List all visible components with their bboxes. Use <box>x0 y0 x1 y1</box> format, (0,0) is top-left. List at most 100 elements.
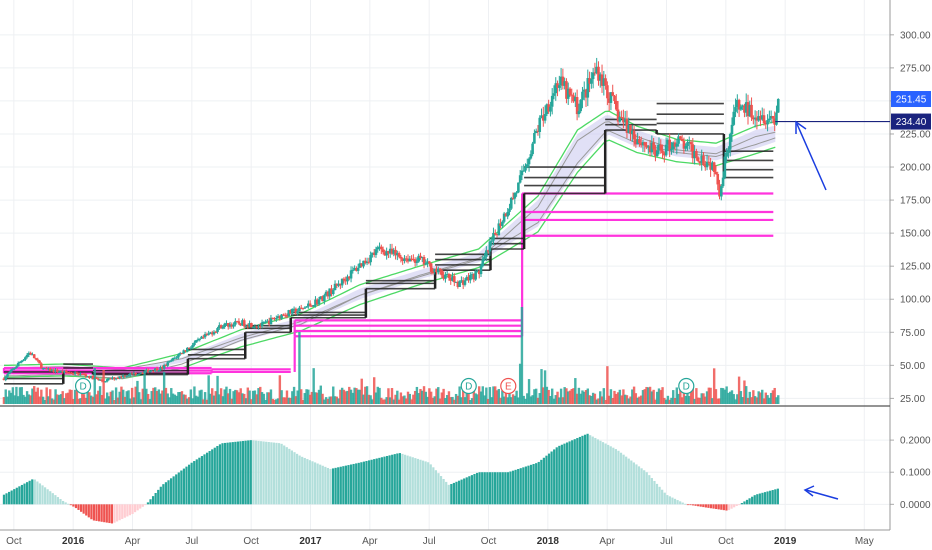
volume-bar <box>239 388 242 404</box>
candle-body <box>682 140 686 149</box>
volume-bar <box>189 389 193 404</box>
histogram-bar <box>85 504 88 516</box>
volume-bar <box>636 397 639 404</box>
volume-bar <box>282 397 285 404</box>
histogram-bar <box>77 504 80 510</box>
x-tick-label: 2017 <box>299 536 322 547</box>
histogram-bar <box>5 493 8 505</box>
candle-body <box>273 318 276 320</box>
volume-bar <box>415 386 419 404</box>
candle-body <box>54 369 57 372</box>
candle-body <box>728 134 732 150</box>
volume-bar <box>364 386 367 404</box>
histogram-bar <box>727 504 731 511</box>
histogram-bar <box>46 489 49 505</box>
candle-body <box>143 371 146 374</box>
candle-body <box>246 326 250 328</box>
volume-bar <box>622 389 625 404</box>
histogram-bar <box>704 504 707 508</box>
histogram-bar <box>131 504 134 514</box>
candle-body <box>130 373 134 375</box>
candle-body <box>102 380 105 382</box>
candle-body <box>360 263 364 267</box>
histogram-bar <box>509 471 512 505</box>
candle-body <box>454 281 458 283</box>
histogram-bar <box>424 461 427 505</box>
histogram-bar <box>403 454 407 505</box>
candle-body <box>687 142 691 144</box>
candle-body <box>570 94 574 96</box>
candle-body <box>64 370 68 373</box>
histogram-bar <box>193 461 196 505</box>
histogram-bar <box>673 498 677 505</box>
volume-bar <box>456 395 460 404</box>
volume-bar <box>762 398 766 404</box>
candle-body <box>7 372 11 375</box>
candle-body <box>506 211 509 217</box>
candle-body <box>41 368 45 370</box>
histogram-bar <box>311 461 314 505</box>
volume-bar <box>547 389 550 404</box>
candle-body <box>490 240 493 242</box>
candle-body <box>574 97 577 102</box>
histogram-bar <box>154 492 157 505</box>
histogram-bar <box>265 441 268 505</box>
candle-body <box>298 307 301 312</box>
candle-body <box>305 306 308 308</box>
candle-body <box>45 368 48 370</box>
volume-bar <box>588 395 591 404</box>
candle-body <box>337 283 340 286</box>
histogram-bar <box>275 442 278 505</box>
volume-bar <box>70 389 73 404</box>
volume-bar <box>615 393 618 404</box>
candle-body <box>139 372 143 374</box>
candle-body <box>760 115 764 120</box>
histogram-bar <box>542 457 545 505</box>
histogram-bar <box>465 477 468 505</box>
volume-bar <box>607 395 611 404</box>
volume-bar <box>307 389 310 404</box>
candle-body <box>9 369 13 373</box>
histogram-bar <box>218 444 222 505</box>
volume-bar <box>543 370 547 404</box>
x-tick-label: Oct <box>6 536 22 547</box>
candle-body <box>40 363 43 369</box>
volume-bar <box>387 388 390 404</box>
histogram-bar <box>208 451 211 505</box>
candle-body <box>636 139 639 145</box>
candle-body <box>285 315 289 317</box>
volume-bar <box>68 389 72 404</box>
y-tick-label-osc: 0.1000 <box>900 468 931 479</box>
histogram-bar <box>645 472 648 505</box>
volume-bar <box>542 387 545 404</box>
candle-body <box>255 326 259 328</box>
histogram-bar <box>733 504 736 508</box>
candle-body <box>145 369 148 372</box>
candle-body <box>655 150 659 157</box>
histogram-bar <box>514 469 517 505</box>
candle-body <box>289 310 292 314</box>
histogram-bar <box>553 449 556 505</box>
volume-bar <box>638 396 641 404</box>
arrow-price <box>796 123 827 191</box>
volume-bar <box>604 399 607 404</box>
volume-bar <box>203 392 207 404</box>
candle-body <box>29 352 32 355</box>
volume-bar <box>356 389 360 404</box>
candle-body <box>148 370 152 373</box>
volume-bar <box>647 387 650 404</box>
volume-bar <box>303 393 306 404</box>
candle-body <box>61 370 64 373</box>
volume-bar <box>675 387 678 404</box>
candle-body <box>598 74 602 81</box>
volume-bar <box>221 396 225 404</box>
histogram-bar <box>216 446 219 505</box>
candle-body <box>643 142 647 146</box>
histogram-bar <box>231 442 234 505</box>
price-tag <box>891 91 931 108</box>
candle-body <box>695 151 698 158</box>
histogram-bar <box>347 465 350 505</box>
candle-body <box>161 367 164 369</box>
